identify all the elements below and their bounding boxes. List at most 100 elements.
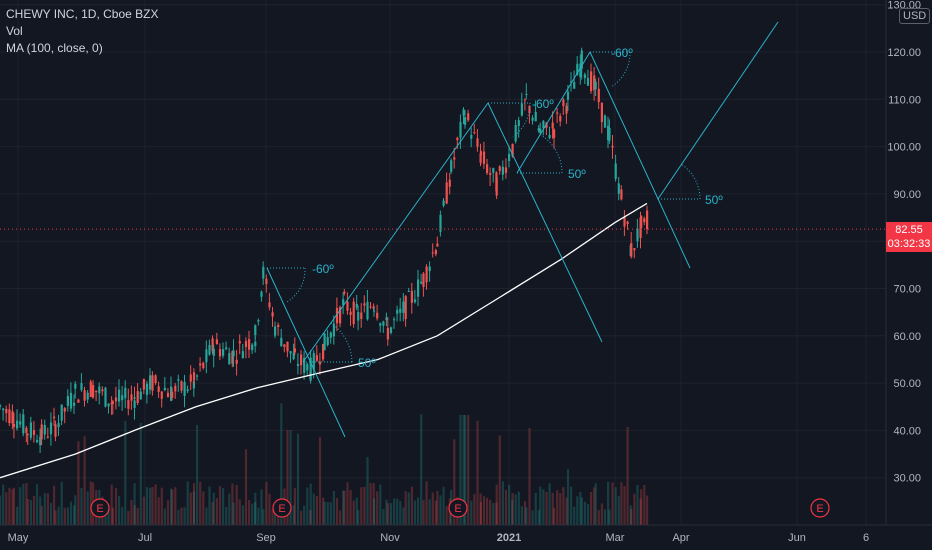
candle-body (222, 349, 225, 356)
volume-bar (511, 499, 514, 525)
volume-bar (476, 420, 479, 525)
earnings-marker (272, 498, 292, 518)
currency-label[interactable]: USD (899, 8, 931, 24)
volume-bar (389, 503, 393, 525)
volume-bar (171, 489, 174, 525)
volume-bar (570, 486, 573, 525)
volume-bar (360, 487, 363, 525)
candle-body (376, 312, 379, 319)
volume-bar (212, 492, 215, 525)
candle-body (442, 200, 445, 206)
candle-body (431, 252, 434, 254)
candle-body (218, 349, 222, 357)
candle-body (322, 344, 325, 360)
candle-body (127, 400, 130, 409)
candle-body (583, 74, 586, 78)
volume-bar (439, 495, 442, 525)
candle-body (562, 99, 565, 107)
volume-bar (74, 495, 77, 525)
volume-bar (231, 483, 234, 525)
indicator-vol[interactable]: Vol (6, 24, 23, 38)
candle-body (489, 173, 492, 175)
candle-body (579, 63, 582, 78)
candle-body (277, 324, 280, 327)
trend-line (266, 267, 346, 438)
volume-bar (163, 508, 166, 525)
candle-body (623, 216, 626, 227)
candle-body (428, 266, 431, 272)
chart-title[interactable]: CHEWY INC, 1D, Cboe BZX (6, 7, 159, 21)
candle-body (231, 351, 234, 364)
candle-body (417, 279, 420, 297)
volume-bar (376, 491, 379, 525)
volume-bar (86, 491, 89, 525)
volume-bar (174, 487, 177, 525)
angle-annotation: -60º (532, 97, 554, 111)
candle-body (476, 138, 479, 147)
y-tick-label: 110.00 (888, 94, 921, 106)
volume-bar (19, 487, 22, 525)
volume-bar (183, 507, 186, 525)
candle-body (12, 423, 16, 427)
candle-body (104, 387, 107, 407)
volume-bar (110, 484, 113, 525)
candle-body (479, 151, 482, 156)
volume-bar (192, 491, 195, 525)
volume-bar (352, 500, 355, 525)
earnings-marker-label: E (454, 503, 461, 515)
volume-bar (260, 489, 263, 525)
x-tick-label: Sep (256, 532, 276, 544)
candle-body (192, 381, 195, 389)
volume-bar (192, 483, 196, 525)
volume-bar (583, 501, 586, 525)
candle-body (566, 91, 570, 100)
candle-body (630, 243, 633, 257)
volume-bar (32, 496, 36, 525)
volume-bar (280, 403, 283, 525)
candle-body (300, 354, 303, 366)
candle-body (248, 339, 251, 350)
volume-bar (265, 481, 268, 525)
candle-body (537, 128, 540, 131)
candle-body (420, 281, 423, 284)
candle-body (292, 352, 295, 360)
candle-body (349, 311, 352, 315)
volume-bar (300, 510, 303, 525)
candle-body (448, 179, 451, 187)
volume-bar (545, 492, 548, 525)
y-tick-label: 50.00 (893, 378, 921, 390)
candle-body (286, 341, 289, 352)
candle-body (467, 113, 470, 121)
candle-body (450, 160, 453, 172)
volume-bar (611, 482, 614, 525)
volume-bar (318, 437, 322, 525)
candle-body (166, 392, 170, 398)
volume-bar (620, 482, 623, 525)
earnings-marker-label: E (816, 503, 823, 515)
candle-body (149, 375, 152, 390)
volume-bar (326, 502, 329, 525)
candle-body (366, 301, 369, 320)
volume-bar (528, 428, 531, 525)
volume-bar (355, 497, 358, 525)
candle-body (83, 390, 86, 401)
candle-body (212, 348, 215, 356)
candle-body (339, 307, 342, 324)
volume-bar (303, 505, 306, 525)
volume-bar (640, 489, 643, 525)
candle-body (346, 301, 349, 311)
candle-body (280, 337, 283, 347)
volume-bar (293, 487, 296, 525)
candle-body (620, 189, 623, 200)
volume-bar (579, 491, 582, 525)
indicator-ma[interactable]: MA (100, close, 0) (6, 41, 103, 55)
candle-body (40, 424, 43, 440)
x-tick-label: Jul (138, 532, 152, 544)
volume-bar (170, 488, 173, 525)
candle-body (86, 392, 89, 400)
volume-bar (69, 501, 73, 525)
candle-body (318, 361, 322, 365)
y-tick-label: 90.00 (893, 189, 921, 201)
